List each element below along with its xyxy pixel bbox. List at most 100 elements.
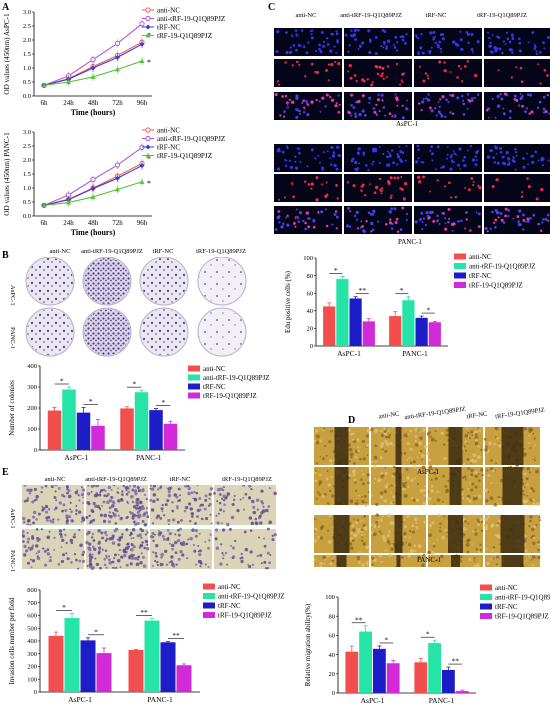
e-cell-0-1-63 bbox=[134, 492, 138, 496]
d-speck-0-0-41 bbox=[349, 432, 353, 436]
d-speck-2-3-56 bbox=[491, 549, 494, 552]
d-speck-1-0-12 bbox=[326, 502, 330, 505]
d-speck-2-3-52 bbox=[533, 525, 537, 529]
d-speck-3-1-18 bbox=[422, 553, 426, 557]
d-speck-0-0-8 bbox=[315, 440, 320, 445]
c-cell-0-1-37 bbox=[401, 38, 405, 42]
e-cell-1-1-12 bbox=[132, 536, 135, 540]
d-speck-3-3-57 bbox=[486, 561, 490, 566]
c-cell-1-0-11 bbox=[296, 60, 299, 64]
c-tile-1-0 bbox=[274, 59, 342, 87]
c-cell-5-1-36 bbox=[390, 227, 394, 230]
e-cell-1-2-63 bbox=[160, 552, 164, 557]
c-cell-3-1-31 bbox=[378, 161, 381, 165]
e-annot-0-0: * bbox=[62, 603, 66, 612]
c-bar-1-3 bbox=[428, 322, 441, 346]
e-cell-1-3-29 bbox=[222, 557, 225, 560]
d-speck-3-3-21 bbox=[537, 555, 541, 560]
c-cell-3-2-7 bbox=[469, 145, 473, 148]
c-cell-2-1-16 bbox=[358, 112, 362, 117]
d-speck-2-3-21 bbox=[494, 534, 498, 537]
c-cell-0-3-15 bbox=[493, 45, 497, 50]
d-speck-2-1-58 bbox=[370, 523, 374, 526]
c-cell-5-3-21 bbox=[524, 220, 527, 223]
a1-point-3-4 bbox=[139, 58, 145, 63]
c-cell-0-3-13 bbox=[505, 31, 508, 34]
c-row-label-dapi-1: DAPI bbox=[287, 33, 303, 40]
d-speck-1-0-10 bbox=[319, 473, 322, 477]
e-cell-0-1-5 bbox=[125, 492, 129, 496]
b-ytick-label-1: 100 bbox=[27, 426, 37, 433]
d-speck-0-1-45 bbox=[418, 451, 421, 454]
d-legend-label-3: tRF-19-Q1Q89PJZ bbox=[495, 613, 549, 621]
c-cell-3-0-0 bbox=[276, 167, 281, 171]
panel-label-c: C bbox=[268, 2, 276, 13]
c-cell-0-0-22 bbox=[309, 30, 312, 33]
c-cell-2-2-11 bbox=[440, 114, 444, 118]
e-cell-0-3-14 bbox=[219, 493, 222, 496]
c-cell-2-1-20 bbox=[373, 110, 377, 114]
e-cell-1-1-110 bbox=[137, 558, 139, 561]
c-cell-3-1-33 bbox=[356, 167, 360, 170]
d-speck-0-2-55 bbox=[447, 439, 449, 441]
colony-plate-aspc1-trf-19 bbox=[197, 257, 247, 306]
c-cell-0-0-18 bbox=[318, 47, 321, 51]
e-cell-1-1-45 bbox=[104, 539, 108, 542]
d-speck-0-3-59 bbox=[533, 437, 536, 440]
e-cell-0-0-58 bbox=[63, 495, 66, 498]
d-speck-1-2-26 bbox=[428, 465, 433, 469]
c-cell-2-1-12 bbox=[388, 112, 392, 116]
c-cell-2-1-19 bbox=[401, 116, 405, 120]
c-cell-2-1-7 bbox=[363, 114, 367, 117]
c-cell-0-2-26 bbox=[419, 46, 423, 50]
d-speck-1-0-2 bbox=[326, 469, 329, 473]
c-tile-2-3 bbox=[484, 92, 550, 120]
e-cell-0-2-40 bbox=[179, 494, 182, 497]
d-speck-0-1-16 bbox=[387, 429, 390, 432]
c-cell-0-2-3 bbox=[429, 31, 433, 35]
c-cell-5-2-37 bbox=[421, 227, 424, 231]
e-cell-1-1-128 bbox=[113, 529, 117, 533]
c-cell-0-0-38 bbox=[322, 44, 326, 48]
e-cell-0-1-113 bbox=[126, 515, 129, 519]
e-cell-1-0-12 bbox=[35, 544, 39, 548]
d-speck-1-1-3 bbox=[384, 484, 389, 489]
c-cell-5-0-15 bbox=[317, 210, 320, 213]
d-bar-0-2 bbox=[373, 648, 386, 693]
d-speck-1-1-45 bbox=[416, 482, 420, 486]
d-speck-1-3-35 bbox=[484, 499, 489, 503]
d-speck-0-1-21 bbox=[380, 433, 385, 438]
c-cell-5-0-31 bbox=[293, 222, 296, 225]
d-speck-3-3-47 bbox=[530, 564, 533, 567]
a2-xtick-label-4: 96h bbox=[137, 219, 148, 227]
d-speck-1-3-14 bbox=[523, 472, 527, 476]
d-speck-2-0-39 bbox=[361, 536, 364, 539]
e-cell-1-0-48 bbox=[70, 561, 73, 564]
e-cell-0-0-1 bbox=[55, 499, 58, 502]
e-cell-0-1-107 bbox=[90, 508, 94, 513]
d-speck-1-0-38 bbox=[330, 475, 333, 478]
e-cell-1-1-32 bbox=[86, 564, 89, 567]
e-cell-0-1-101 bbox=[86, 491, 91, 496]
d-speck-2-1-36 bbox=[408, 536, 411, 539]
d-speck-0-2-8 bbox=[442, 443, 446, 446]
d-speck-0-1-30 bbox=[419, 436, 423, 441]
d-speck-2-2-11 bbox=[475, 548, 479, 551]
b-legend-swatch-1 bbox=[188, 374, 200, 381]
d-speck-2-0-4 bbox=[365, 545, 369, 550]
e-cell-0-3-53 bbox=[273, 491, 277, 496]
c-ytick-label-5: 100 bbox=[303, 255, 313, 262]
a1-ytick-label-3: 1.5 bbox=[23, 51, 31, 58]
d-speck-2-1-0 bbox=[417, 544, 422, 549]
e-cell-1-1-81 bbox=[98, 529, 101, 532]
d-speck-3-0-41 bbox=[358, 561, 362, 565]
c-cell-1-0-9 bbox=[328, 79, 330, 82]
d-speck-3-3-15 bbox=[484, 555, 486, 557]
d-speck-0-2-23 bbox=[426, 432, 431, 436]
e-cell-1-3-9 bbox=[271, 534, 275, 538]
c-cell-4-1-5 bbox=[402, 197, 406, 201]
c-cell-5-3-0 bbox=[507, 215, 510, 218]
c-legend-label-3: tRF-19-Q1Q89PJZ bbox=[469, 282, 523, 290]
d-speck-2-1-52 bbox=[374, 524, 377, 527]
e-cell-1-2-2 bbox=[176, 528, 180, 532]
